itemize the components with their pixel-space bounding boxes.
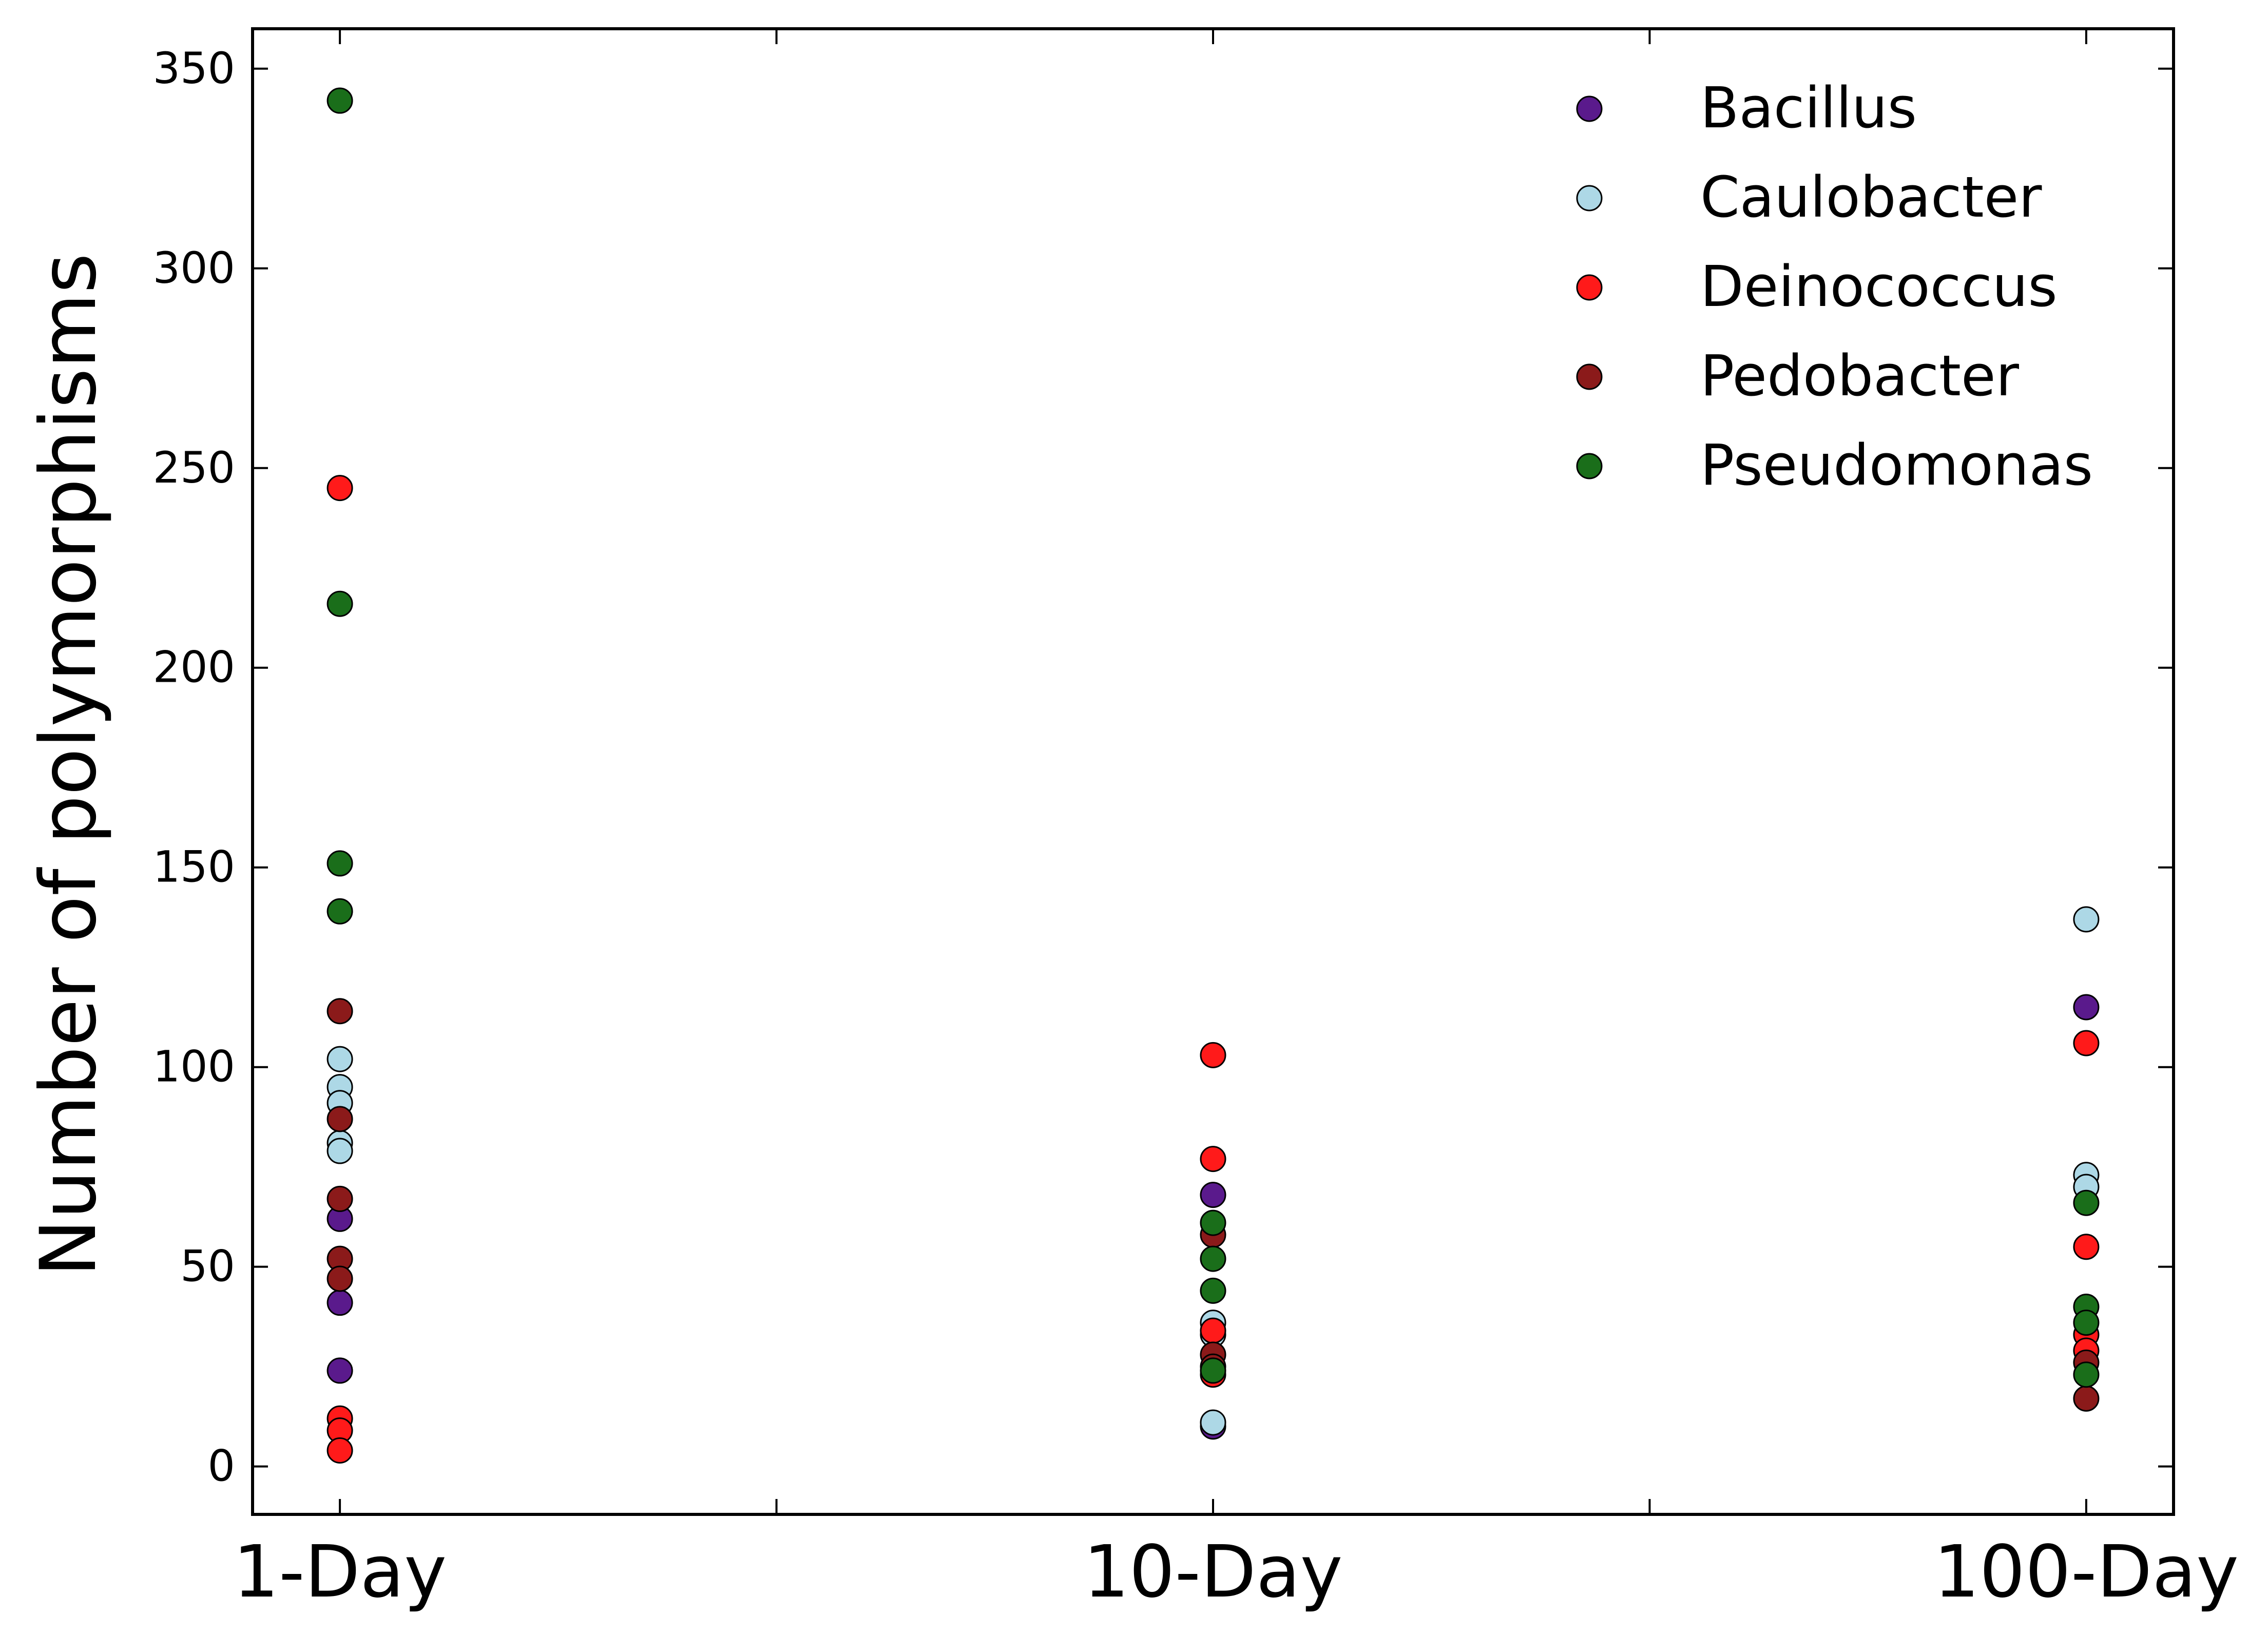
data-point-pseudomonas (2073, 1361, 2100, 1388)
y-tick-label: 300 (153, 243, 235, 293)
data-point-caulobacter (326, 1138, 353, 1164)
axes-frame (251, 27, 2175, 1516)
data-point-pseudomonas (1200, 1245, 1226, 1272)
data-point-deinococcus (2073, 1234, 2100, 1260)
data-point-pseudomonas (326, 87, 353, 114)
data-point-bacillus (2073, 994, 2100, 1021)
data-point-deinococcus (1200, 1146, 1226, 1172)
data-point-pseudomonas (2073, 1310, 2100, 1336)
x-tick-label: 100-Day (1934, 1530, 2239, 1614)
y-tick-label: 100 (153, 1042, 235, 1092)
data-point-bacillus (326, 1357, 353, 1384)
legend-label-caulobacter: Caulobacter (1700, 164, 2042, 230)
legend-label-bacillus: Bacillus (1700, 75, 1917, 141)
x-tick-label: 10-Day (1083, 1530, 1342, 1614)
data-point-pseudomonas (326, 850, 353, 877)
y-tick-label: 350 (153, 43, 235, 93)
legend-marker-pseudomonas (1576, 453, 1603, 479)
data-point-pseudomonas (1200, 1209, 1226, 1236)
data-point-pedobacter (2073, 1385, 2100, 1412)
y-axis-label: Number of polymorphisms (24, 253, 113, 1277)
legend-marker-bacillus (1576, 95, 1603, 122)
legend-label-deinococcus: Deinococcus (1700, 254, 2058, 319)
data-point-pedobacter (326, 998, 353, 1025)
legend-marker-deinococcus (1576, 274, 1603, 301)
y-tick-label: 50 (180, 1241, 235, 1292)
data-point-caulobacter (326, 1046, 353, 1072)
data-point-caulobacter (1200, 1409, 1226, 1436)
data-point-pedobacter (326, 1106, 353, 1132)
y-tick-label: 0 (208, 1441, 235, 1491)
data-point-pseudomonas (1200, 1357, 1226, 1384)
data-points (326, 87, 2100, 1464)
x-tick-label: 1-Day (233, 1530, 447, 1614)
data-point-caulobacter (2073, 906, 2100, 933)
data-point-deinococcus (326, 475, 353, 502)
legend-marker-pedobacter (1576, 363, 1603, 390)
legend-label-pedobacter: Pedobacter (1700, 343, 2020, 409)
data-point-pseudomonas (326, 898, 353, 925)
data-point-pseudomonas (1200, 1277, 1226, 1304)
data-point-pedobacter (326, 1185, 353, 1212)
data-point-bacillus (1200, 1182, 1226, 1208)
y-tick-label: 200 (153, 642, 235, 693)
axis-ticks: 0 50 100 150 200 250 300 350 1-Day 10-Day 100-Day (153, 29, 2239, 1614)
y-tick-label: 250 (153, 443, 235, 493)
data-point-pseudomonas (2073, 1189, 2100, 1216)
y-axis-label-group: Number of polymorphisms (24, 253, 113, 1277)
data-point-deinococcus (326, 1437, 353, 1464)
legend-label-pseudomonas: Pseudomonas (1700, 432, 2093, 498)
data-point-bacillus (326, 1290, 353, 1316)
data-point-pseudomonas (326, 590, 353, 617)
data-point-pedobacter (326, 1265, 353, 1292)
legend-marker-caulobacter (1576, 185, 1603, 212)
data-point-deinococcus (1200, 1042, 1226, 1068)
data-point-deinococcus (2073, 1030, 2100, 1056)
y-tick-label: 150 (153, 842, 235, 892)
legend: Bacillus Caulobacter Deinococcus Pedobacter… (1576, 75, 2093, 498)
data-point-deinococcus (1200, 1317, 1226, 1344)
